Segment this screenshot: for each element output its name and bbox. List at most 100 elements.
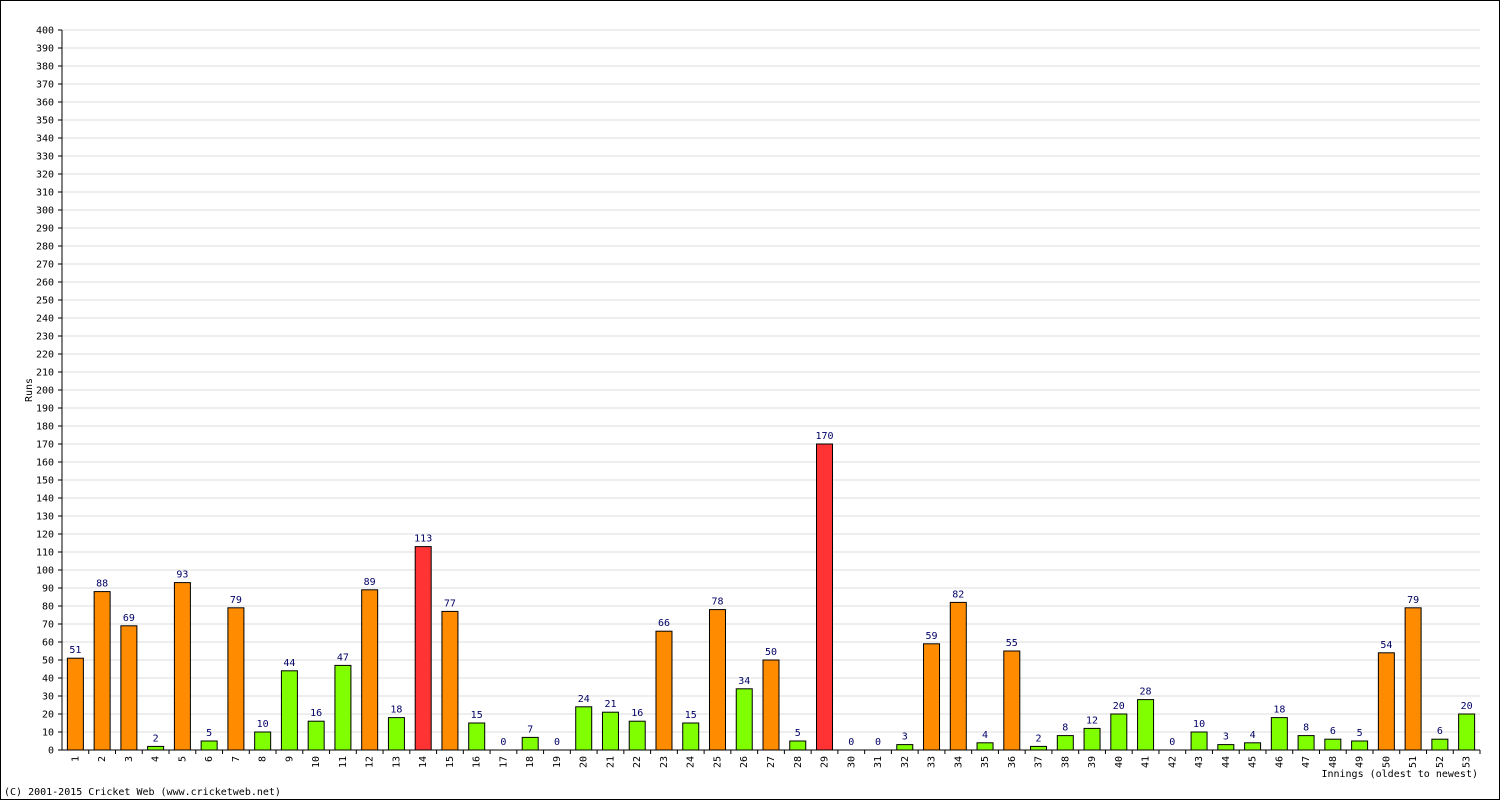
x-tick-label: 12 [365,756,376,768]
y-tick-label: 300 [36,206,54,217]
value-label: 12 [1086,715,1098,726]
x-tick-label: 3 [124,756,135,762]
x-tick-label: 40 [1114,756,1125,768]
value-label: 113 [414,534,432,545]
value-label: 79 [230,595,242,606]
value-label: 0 [554,737,560,748]
y-tick-label: 200 [36,386,54,397]
y-tick-label: 360 [36,98,54,109]
bar [66,657,84,751]
value-label: 51 [69,645,81,656]
bar [789,740,807,751]
bar [762,659,780,751]
value-label: 69 [123,613,135,624]
x-tick-label: 33 [927,756,938,768]
x-tick-label: 17 [498,756,509,768]
x-tick-label: 20 [579,756,590,768]
bar [923,643,941,751]
x-tick-label: 50 [1381,756,1392,768]
y-tick-label: 90 [42,584,54,595]
y-tick-label: 230 [36,332,54,343]
value-label: 18 [390,705,402,716]
y-tick-label: 0 [48,746,54,757]
bar [93,591,111,751]
bar [147,745,165,751]
bar [441,610,459,751]
bar [1377,652,1395,751]
bar [227,607,245,751]
value-label: 2 [153,733,159,744]
value-label: 20 [1113,701,1125,712]
y-tick-label: 110 [36,548,54,559]
value-label: 54 [1380,640,1392,651]
x-tick-label: 32 [900,756,911,768]
x-tick-label: 44 [1221,756,1232,768]
bar [682,722,700,751]
value-label: 16 [631,708,643,719]
value-label: 0 [848,737,854,748]
bar [1003,650,1021,751]
y-tick-label: 80 [42,602,54,613]
bar [361,589,379,751]
bar [200,740,218,751]
x-tick-label: 7 [231,756,242,762]
y-axis-label: Runs [24,378,35,402]
value-label: 10 [1193,719,1205,730]
value-label: 20 [1461,701,1473,712]
y-tick-label: 290 [36,224,54,235]
y-tick-label: 270 [36,260,54,271]
bar [1217,744,1235,751]
value-label: 8 [1303,723,1309,734]
y-tick-label: 250 [36,296,54,307]
x-tick-label: 23 [659,756,670,768]
value-label: 2 [1036,733,1042,744]
x-tick-label: 36 [1007,756,1018,768]
value-label: 15 [685,710,697,721]
y-tick-label: 400 [36,26,54,37]
y-tick-label: 60 [42,638,54,649]
y-tick-label: 210 [36,368,54,379]
y-tick-label: 180 [36,422,54,433]
value-label: 88 [96,579,108,590]
value-label: 79 [1407,595,1419,606]
y-tick-label: 370 [36,80,54,91]
value-label: 0 [1169,737,1175,748]
value-label: 5 [206,728,212,739]
bar [1110,713,1128,751]
x-tick-label: 9 [284,756,295,762]
value-label: 50 [765,647,777,658]
x-tick-label: 49 [1355,756,1366,768]
x-tick-label: 13 [391,756,402,768]
value-label: 93 [176,570,188,581]
y-tick-label: 150 [36,476,54,487]
value-label: 6 [1330,726,1336,737]
y-tick-label: 390 [36,44,54,55]
x-tick-label: 51 [1408,756,1419,768]
x-tick-label: 37 [1034,756,1045,768]
value-label: 82 [952,589,964,600]
bar [1056,735,1074,751]
value-label: 0 [500,737,506,748]
x-tick-label: 24 [686,756,697,768]
bar [1297,735,1315,751]
footer: (C) 2001-2015 Cricket Web (www.cricketwe… [4,787,281,798]
value-label: 28 [1140,687,1152,698]
y-tick-label: 190 [36,404,54,415]
y-tick-label: 280 [36,242,54,253]
value-label: 5 [1357,728,1363,739]
bar [334,664,352,751]
bar [601,711,619,751]
bar [1458,713,1476,751]
bar [976,742,994,751]
y-tick-label: 310 [36,188,54,199]
value-label: 4 [1250,730,1256,741]
value-label: 6 [1437,726,1443,737]
bar [708,609,726,751]
y-tick-label: 140 [36,494,54,505]
x-tick-label: 1 [70,756,81,762]
x-tick-label: 10 [311,756,322,768]
x-tick-label: 19 [552,756,563,768]
bar [1083,727,1101,751]
y-tick-label: 130 [36,512,54,523]
